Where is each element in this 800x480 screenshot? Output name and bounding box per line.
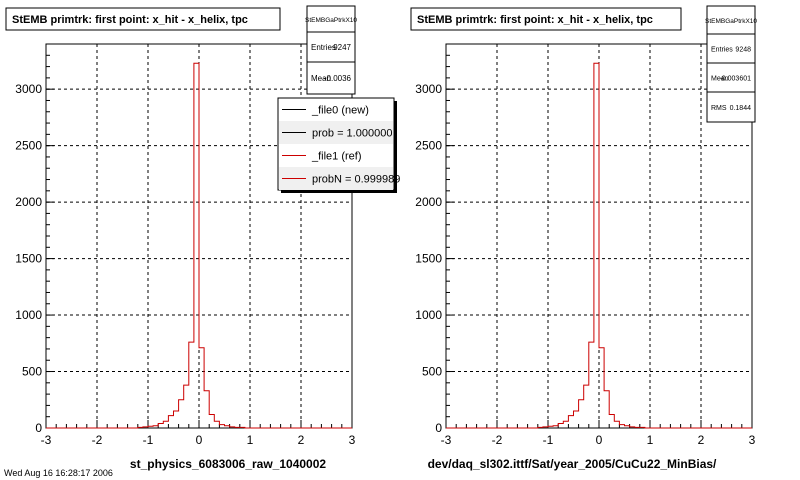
stats-mean-label: Mean [311, 74, 331, 83]
y-tick-label: 0 [35, 421, 42, 435]
left-histogram-panel: -3 -2 -1 0 1 2 3 0 500 1000 1500 2000 2500 3000 StEMB … [5, 5, 400, 471]
stats-box [306, 5, 356, 95]
x-tick-label: 0 [196, 433, 203, 447]
x-tick-label: 3 [749, 433, 756, 447]
y-tick-label: 0 [435, 421, 442, 435]
legend-entry-label: _file1 (ref) [311, 151, 362, 163]
stats-entries-value: 9247 [333, 43, 351, 52]
y-tick-label: 2500 [15, 139, 42, 153]
x-tick-label: 2 [698, 433, 705, 447]
y-tick-label: 1500 [15, 252, 42, 266]
timestamp-footer: Wed Aug 16 16:28:17 2006 [4, 468, 113, 478]
x-axis-label: st_physics_6083006_raw_1040002 [130, 457, 326, 471]
stats-entries-value: 9248 [735, 47, 751, 54]
x-tick-label: 1 [247, 433, 254, 447]
x-tick-label: 3 [349, 433, 356, 447]
legend-entry-label: _file0 (new) [311, 105, 369, 117]
x-tick-label: -2 [92, 433, 103, 447]
histogram-series-line [446, 62, 752, 429]
y-tick-label: 3000 [415, 82, 442, 96]
y-tick-label: 1000 [415, 308, 442, 322]
stats-box-name: StEMBGaPtrkX10 [705, 18, 757, 25]
title-box [5, 7, 281, 31]
x-tick-label: -3 [441, 433, 452, 447]
x-tick-label: -2 [492, 433, 503, 447]
stats-entries-label: Entries [311, 43, 336, 52]
x-axis-label: dev/daq_sl302.ittf/Sat/year_2005/CuCu22_… [428, 457, 717, 471]
stats-entries-label: Entries [711, 47, 733, 54]
chart-title: StEMB primtrk: first point: x_hit - x_he… [417, 14, 653, 26]
title-box [410, 7, 682, 31]
stats-rms-value: 0.1844 [730, 105, 752, 112]
x-tick-label: -3 [41, 433, 52, 447]
chart-title: StEMB primtrk: first point: x_hit - x_he… [12, 14, 248, 26]
stats-mean-value: -0.0036 [324, 74, 352, 83]
y-tick-label: 1500 [415, 252, 442, 266]
histogram-series-line [46, 62, 352, 429]
legend-row-band [279, 121, 393, 144]
x-tick-label: -1 [143, 433, 154, 447]
y-tick-label: 2000 [15, 195, 42, 209]
legend-entry-label: probN = 0.999989 [312, 174, 400, 186]
y-tick-label: 2500 [415, 139, 442, 153]
x-tick-label: 2 [298, 433, 305, 447]
y-tick-label: 3000 [15, 82, 42, 96]
stats-rms-label: RMS [711, 105, 727, 112]
y-tick-label: 2000 [415, 195, 442, 209]
legend-entry-label: prob = 1.000000 [312, 128, 392, 140]
y-tick-label: 500 [22, 365, 42, 379]
stats-box [706, 5, 756, 123]
stats-box-name: StEMBGaPtrkX10 [305, 17, 357, 24]
legend-row-band [279, 167, 393, 190]
x-tick-label: 1 [647, 433, 654, 447]
x-tick-label: -1 [543, 433, 554, 447]
y-tick-label: 500 [422, 365, 442, 379]
x-tick-label: 0 [596, 433, 603, 447]
y-tick-label: 1000 [15, 308, 42, 322]
right-histogram-panel: -3 -2 -1 0 1 2 3 0 500 1000 1500 2000 2500 3000 StEMB … [410, 5, 757, 471]
stats-mean-label: Mean [711, 76, 729, 83]
stats-mean-value: -0.003601 [719, 76, 751, 83]
